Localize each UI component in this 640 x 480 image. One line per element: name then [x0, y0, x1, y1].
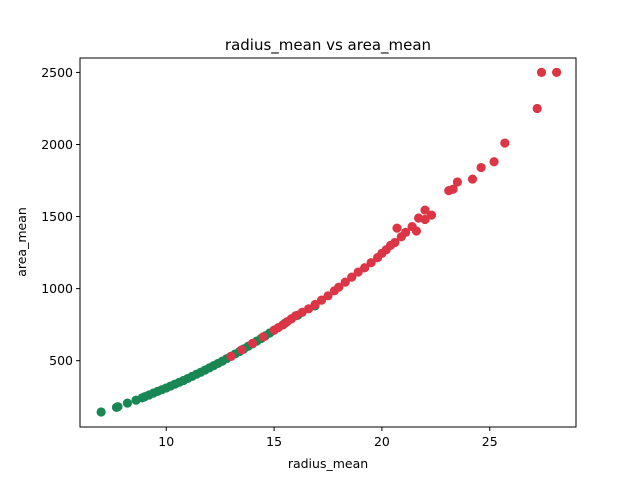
scatter-point — [452, 177, 462, 187]
y-axis-ticks: 500 1000 1500 2000 2500 — [41, 65, 80, 368]
x-tick-label: 25 — [482, 434, 498, 449]
scatter-point — [551, 67, 562, 78]
scatter-point — [392, 223, 402, 233]
scatter-point — [353, 267, 363, 277]
scatter-point — [247, 338, 258, 348]
scatter-point — [316, 295, 327, 305]
scatter-point — [113, 402, 123, 412]
x-axis-label: radius_mean — [288, 456, 368, 471]
plot-frame — [79, 57, 577, 428]
scatter-point — [323, 291, 333, 301]
y-tick-label: 2000 — [41, 137, 73, 152]
x-axis-ticks: 10 15 20 25 — [158, 427, 498, 449]
scatter-point — [360, 263, 370, 273]
points-layer — [96, 67, 562, 417]
y-axis-label: area_mean — [14, 207, 29, 277]
scatter-point — [340, 277, 350, 287]
y-tick-label: 1000 — [41, 281, 73, 296]
x-tick-label: 15 — [266, 434, 282, 449]
scatter-point — [258, 332, 268, 342]
x-tick-label: 10 — [158, 434, 174, 449]
scatter-point — [532, 103, 542, 114]
scatter-point — [237, 345, 247, 355]
chart-title: radius_mean vs area_mean — [225, 36, 431, 55]
y-tick-label: 1500 — [41, 209, 73, 224]
scatter-point — [310, 299, 320, 310]
scatter-point — [96, 407, 106, 417]
scatter-point — [411, 226, 422, 236]
y-tick-label: 2500 — [41, 65, 73, 80]
scatter-point — [303, 304, 314, 314]
scatter-point — [401, 227, 411, 238]
scatter-point — [420, 205, 430, 215]
scatter-point — [334, 282, 344, 292]
scatter-point — [448, 184, 458, 194]
y-tick-label: 500 — [49, 353, 73, 368]
scatter-point — [467, 174, 478, 184]
scatter-point — [390, 237, 400, 248]
scatter-point — [426, 210, 437, 220]
scatter-point — [536, 67, 547, 78]
scatter-point — [413, 213, 424, 223]
scatter-point — [500, 138, 510, 148]
scatter-point — [489, 157, 499, 167]
scatter-point — [347, 272, 357, 282]
scatter-point — [366, 258, 376, 268]
x-tick-label: 20 — [374, 434, 390, 449]
scatter-point — [122, 398, 133, 408]
scatter-point — [226, 351, 236, 361]
scatter-point — [476, 162, 486, 173]
